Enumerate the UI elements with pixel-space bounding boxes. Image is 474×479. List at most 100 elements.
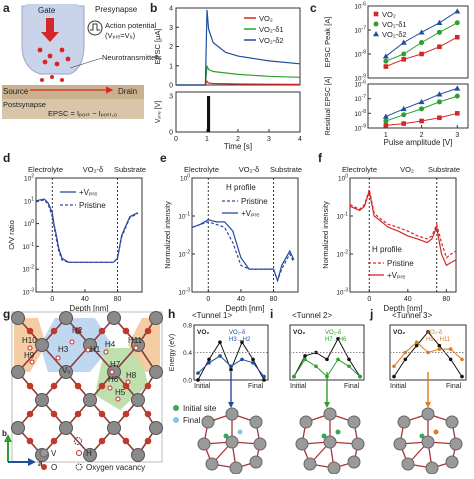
c-bottom-point-2-3 — [436, 91, 443, 97]
hydrogen-site-3 — [27, 345, 33, 351]
panel-j: j <Tunnel 3> VO₂ VO₂‑δH9→H11 Initial Final — [369, 307, 467, 408]
c-ytick-top-label-exp: -7 — [362, 26, 367, 32]
panel-letter-c: c — [310, 1, 317, 15]
i-x-initial: Initial — [290, 383, 307, 390]
hydrogen-site-0 — [69, 339, 75, 345]
oxygen-atom-17 — [144, 410, 152, 418]
h-ylabel: Energy (eV) — [169, 334, 176, 371]
legend-h-marker — [76, 450, 82, 456]
e-frame — [191, 177, 299, 293]
i-point-0-4 — [336, 336, 340, 341]
e-series-1 — [191, 219, 295, 283]
c-top-point-1-2 — [419, 40, 425, 46]
panel-h: h <Tunnel 1> 0.0 0.4 0.8 Energy (eV) VO₂ VO₂‑… — [168, 307, 269, 408]
i-point-1-6 — [358, 374, 362, 379]
h-ytick-label: 0.4 — [183, 350, 192, 357]
i-point-0-1 — [303, 354, 307, 358]
hydrogen-site-10 — [103, 349, 109, 355]
h-point-0-5 — [251, 357, 255, 362]
f-header-substrate: Substrate — [428, 165, 460, 174]
h-path-material: VO₂‑δ — [229, 330, 246, 336]
j-point-0-3 — [426, 330, 430, 334]
cluster-0-v-atom-4 — [253, 437, 267, 451]
c-ytick-bot-label-exp: -6 — [362, 80, 367, 86]
vanadium-atom-16 — [107, 421, 121, 435]
b-ytick-label: 3 — [169, 25, 173, 32]
neurotransmitters-label: Neurotransmitters — [102, 53, 162, 62]
f-xtick-label: 80 — [442, 296, 450, 303]
hydrogen-site-7 — [125, 379, 131, 385]
legend-v-marker — [39, 448, 49, 458]
cluster-2-v-atom-7 — [445, 455, 459, 469]
b-xtick-label: 0 — [174, 136, 178, 143]
action-potential-label: Action potential — [105, 21, 157, 30]
c-bottom-point-0-3 — [437, 115, 442, 121]
epsc-equation: EPSC = Iₚₒₛₜ − Iₚₒₛₜ,₀ — [48, 109, 117, 118]
gate-box — [26, 4, 78, 16]
sites-legend: Initial site Final site — [173, 404, 217, 425]
c-frame-bottom — [367, 83, 469, 129]
oxygen-atom-16 — [122, 410, 130, 418]
panel-letter-e: e — [160, 151, 167, 165]
c-top-point-2-4 — [454, 8, 461, 14]
h-point-1-6 — [262, 374, 266, 379]
cluster-2-v-atom-2 — [445, 415, 459, 429]
i-path-hop: H7→H6 — [325, 337, 347, 343]
e-ytick-label: 10-3 — [178, 288, 190, 297]
site-h7: H7 — [110, 360, 121, 369]
cluster-2-v-atom-5 — [401, 457, 415, 471]
b-ytick-label: 1 — [169, 63, 173, 70]
c-xtick-label: 3 — [455, 132, 459, 139]
legend-v-label: V — [51, 449, 57, 458]
panel-i: i <Tunnel 2> VO₂ VO₂‑δH7→H6 Initial Final — [270, 307, 365, 408]
d-ytick-label-exp: 0 — [31, 219, 34, 225]
c-legend-label-1: VO₂‑δ1 — [382, 20, 407, 29]
cluster-0-v-atom-1 — [225, 407, 239, 421]
tunnel-3-title: <Tunnel 3> — [392, 311, 433, 320]
e-header-film: VO₂‑δ — [239, 165, 259, 174]
c-top-point-0-2 — [419, 51, 424, 57]
c-top-point-2-2 — [418, 29, 425, 35]
gate-arrow — [41, 18, 59, 42]
h-x-initial: Initial — [194, 383, 211, 390]
unit-cell-frame — [11, 311, 163, 463]
c-ytick-bot-label: 10-9 — [354, 124, 366, 133]
c-legend-marker-0 — [373, 11, 379, 17]
f-xtick-label: 0 — [367, 296, 371, 303]
axis-a-label: a — [38, 459, 43, 468]
b-frame-bottom — [175, 91, 301, 133]
site-h1: H1 — [90, 345, 101, 354]
c-ytick-top-label-exp: -6 — [362, 2, 367, 8]
d-ylabel: O/V ratio — [7, 220, 16, 250]
d-ytick-label-exp: 1 — [31, 196, 34, 202]
e-ytick-label-exp: 0 — [187, 174, 190, 180]
vanadium-atom-7 — [11, 365, 25, 379]
cluster-2-v-atom-8 — [421, 435, 435, 449]
legend-o-label: O — [51, 463, 57, 472]
e-ytick-label: 100 — [180, 174, 190, 183]
b-series-2 — [176, 9, 301, 86]
cluster-2-final-site — [433, 429, 439, 435]
i-point-0-5 — [347, 357, 351, 362]
j-point-0-5 — [448, 357, 453, 362]
b-legend-label-1: VO₂‑δ1 — [259, 25, 284, 34]
f-legend-title: H profile — [372, 245, 402, 254]
e-ytick-label-exp: -1 — [186, 212, 191, 218]
presynapse-label: Presynapse — [95, 5, 138, 14]
j-path-hop: H9→H11 — [426, 337, 451, 343]
f-legend-label-0: Pristine — [387, 259, 414, 268]
f-ytick-label: 10-1 — [336, 212, 348, 221]
j-point-1-0 — [392, 364, 396, 369]
c-bottom-point-1-2 — [419, 106, 425, 112]
e-legend-label-1: +Vₚᵣₑ — [241, 209, 259, 218]
oxygen-atom-18 — [26, 437, 34, 445]
legend-h-label: H — [86, 449, 92, 458]
site-h4: H4 — [105, 340, 116, 349]
j-point-0-0 — [392, 374, 396, 379]
d-ytick-label: 100 — [24, 219, 34, 228]
panel-letter-h: h — [168, 307, 175, 321]
b-frame-top — [175, 7, 301, 86]
vanadium-atom-3 — [149, 311, 163, 325]
vanadium-atom-13 — [131, 393, 145, 407]
